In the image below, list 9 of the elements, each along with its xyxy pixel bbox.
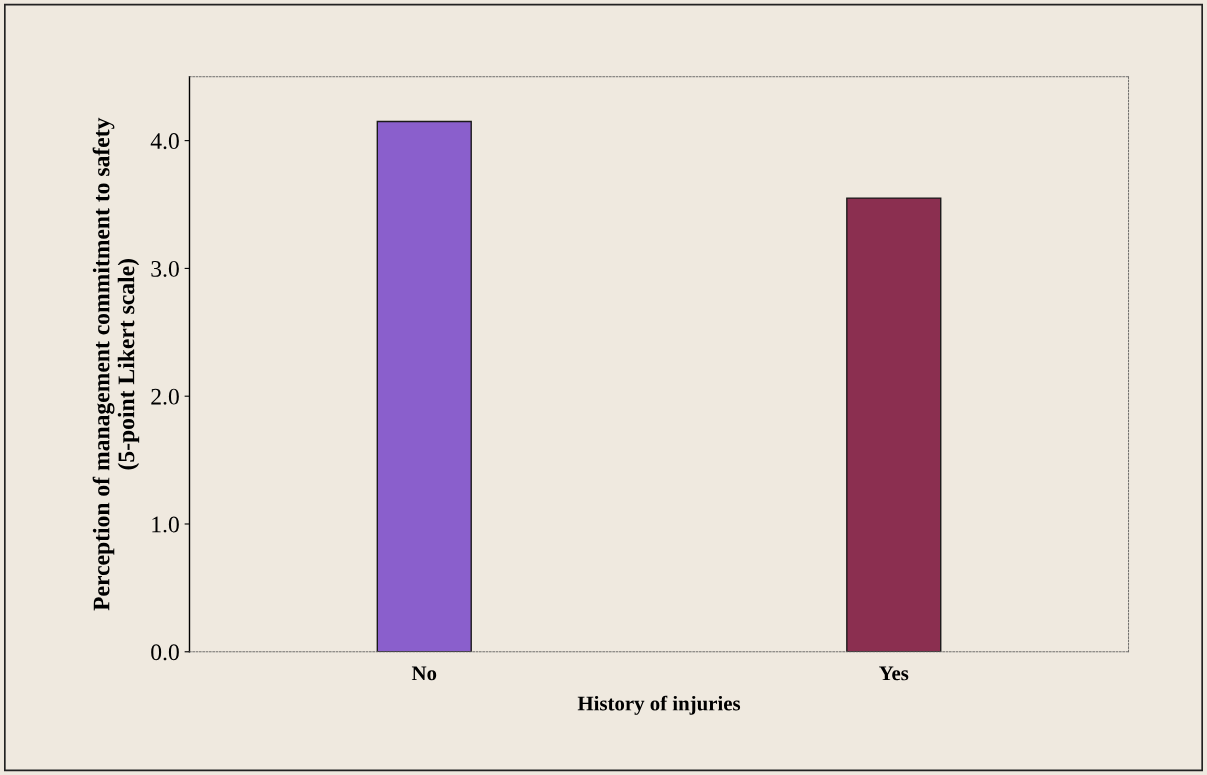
x-tick-label: No xyxy=(411,666,437,681)
x-axis-title: History of injuries xyxy=(577,695,741,715)
y-tick-label: 2.0 xyxy=(151,388,179,405)
y-tick-label: 3.0 xyxy=(151,260,179,277)
y-tick-label: 1.0 xyxy=(152,516,179,533)
x-tick-label: Yes xyxy=(879,666,909,681)
y-tick-label: 4.0 xyxy=(150,133,179,150)
y-tick-label: 0.0 xyxy=(151,644,179,661)
y-axis-title: Perception of management commitment to safety (5-point Likert scale) xyxy=(92,117,140,611)
